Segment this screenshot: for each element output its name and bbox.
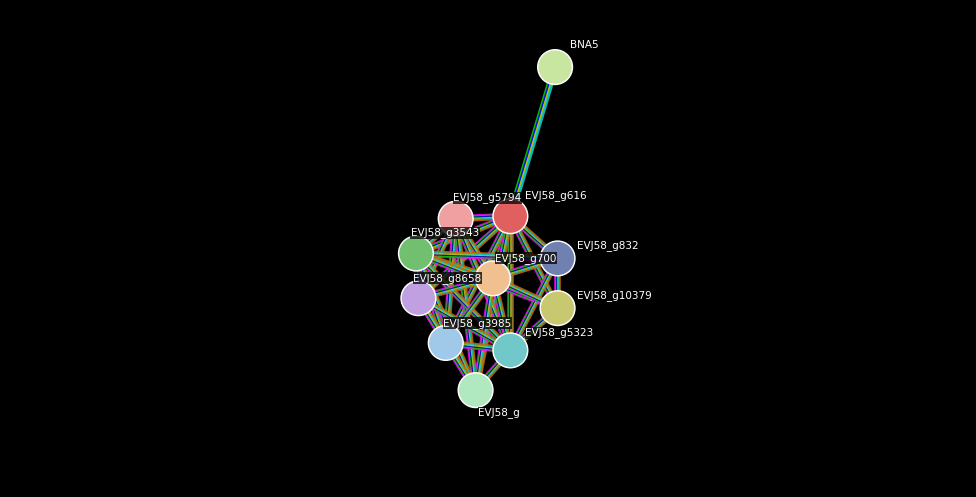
Circle shape <box>438 201 473 236</box>
Circle shape <box>542 292 574 324</box>
Circle shape <box>401 281 436 316</box>
Circle shape <box>402 282 434 314</box>
Circle shape <box>495 334 526 366</box>
Text: EVJ58_g10379: EVJ58_g10379 <box>578 290 652 301</box>
Circle shape <box>475 261 510 296</box>
Circle shape <box>539 51 571 83</box>
Circle shape <box>493 333 528 368</box>
Text: EVJ58_g700: EVJ58_g700 <box>496 253 557 264</box>
Text: BNA5: BNA5 <box>570 40 598 50</box>
Text: EVJ58_g616: EVJ58_g616 <box>525 190 587 201</box>
Circle shape <box>460 374 492 406</box>
Circle shape <box>540 241 575 276</box>
Text: EVJ58_g5794: EVJ58_g5794 <box>453 192 521 203</box>
Circle shape <box>398 236 433 271</box>
Text: EVJ58_g832: EVJ58_g832 <box>578 241 639 251</box>
Circle shape <box>400 238 431 269</box>
Circle shape <box>538 50 573 84</box>
Circle shape <box>440 203 471 235</box>
Text: EVJ58_g3543: EVJ58_g3543 <box>411 227 479 238</box>
Circle shape <box>428 326 464 360</box>
Circle shape <box>542 243 574 274</box>
Text: EVJ58_g3985: EVJ58_g3985 <box>443 318 511 329</box>
Circle shape <box>540 291 575 326</box>
Text: EVJ58_g5323: EVJ58_g5323 <box>525 328 593 338</box>
Text: EVJ58_g8658: EVJ58_g8658 <box>414 273 482 284</box>
Circle shape <box>458 373 493 408</box>
Circle shape <box>493 199 528 234</box>
Circle shape <box>477 262 508 294</box>
Circle shape <box>495 200 526 232</box>
Circle shape <box>429 327 462 359</box>
Text: EVJ58_g: EVJ58_g <box>478 407 520 418</box>
